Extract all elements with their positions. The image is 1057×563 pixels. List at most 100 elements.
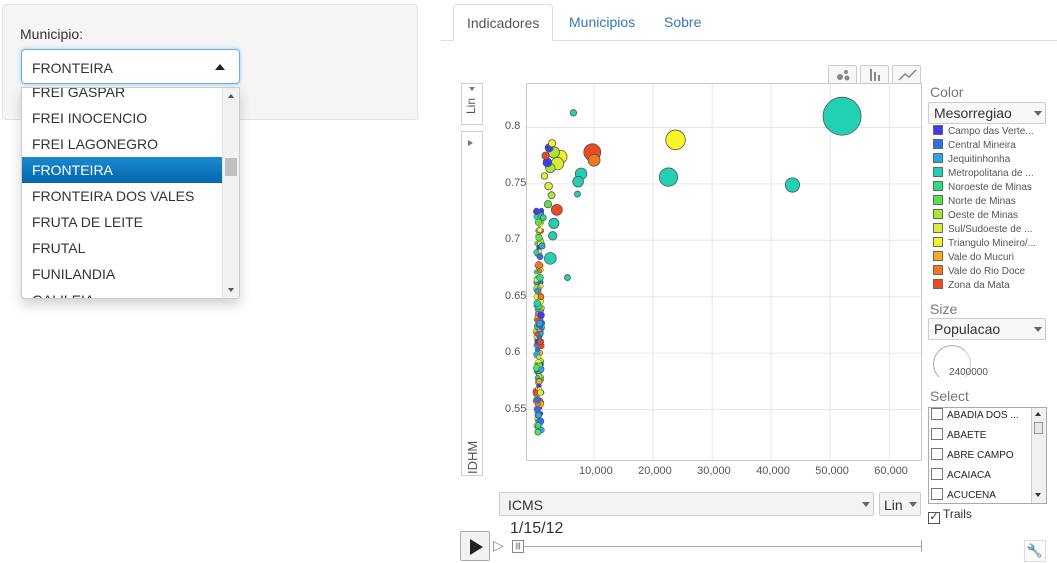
bubble-small[interactable] xyxy=(534,218,542,226)
legend-item[interactable]: Central Mineira xyxy=(933,139,1016,153)
play-button[interactable] xyxy=(460,531,490,561)
municipio-select[interactable]: FRONTEIRA xyxy=(21,49,240,84)
select-list-item[interactable]: ACAIACA xyxy=(931,466,991,486)
dropdown-option[interactable]: FREI LAGONEGRO xyxy=(32,136,159,152)
bubble-small[interactable] xyxy=(534,422,542,429)
bubble[interactable] xyxy=(548,217,560,229)
select-checkbox[interactable] xyxy=(931,468,943,480)
bubble-small[interactable] xyxy=(535,234,543,242)
select-list-scrollbar[interactable] xyxy=(1031,408,1046,503)
bubble-small[interactable] xyxy=(535,261,543,269)
bubble-small[interactable] xyxy=(536,320,543,327)
bubble[interactable] xyxy=(587,153,601,167)
dropdown-option[interactable]: FRUTAL xyxy=(32,240,86,256)
size-select[interactable]: Populacao xyxy=(928,318,1046,340)
legend-item[interactable]: Oeste de Minas xyxy=(933,209,1018,223)
dropdown-option[interactable]: FUNILANDIA xyxy=(32,266,116,282)
bubble-small[interactable] xyxy=(536,273,544,282)
bubble-view-button[interactable] xyxy=(828,65,857,84)
color-select[interactable]: Mesorregiao xyxy=(928,102,1046,124)
select-list-item[interactable]: ABRE CAMPO xyxy=(931,446,1014,466)
bar-view-button[interactable] xyxy=(860,65,889,84)
bubble[interactable] xyxy=(544,181,553,191)
municipio-dropdown[interactable]: FREI GASPAR FREI INOCENCIO FREI LAGONEGRO F… xyxy=(21,87,240,299)
select-list-item[interactable]: ABAETE xyxy=(931,426,986,446)
bubble[interactable] xyxy=(547,191,556,200)
bubble[interactable] xyxy=(822,96,862,136)
bubble[interactable] xyxy=(574,190,581,198)
select-checkbox[interactable] xyxy=(931,428,943,440)
bubble[interactable] xyxy=(536,338,544,346)
scroll-up-icon[interactable] xyxy=(1035,412,1041,416)
bubble[interactable] xyxy=(548,231,558,241)
bubble-small[interactable] xyxy=(537,389,544,396)
bubble-small[interactable] xyxy=(534,331,539,337)
time-slider-thumb[interactable]: ||| xyxy=(512,540,524,553)
tab-indicadores[interactable]: Indicadores xyxy=(453,4,554,41)
select-list[interactable]: ABADIA DOS ... ABAETE ABRE CAMPO ACAIACA ACU… xyxy=(928,407,1047,504)
bubble-small[interactable] xyxy=(533,299,541,307)
legend-item[interactable]: Sul/Sudoeste de ... xyxy=(933,223,1033,237)
bubble-small[interactable] xyxy=(534,288,540,294)
tab-municipios[interactable]: Municipios xyxy=(569,14,636,30)
dropdown-option[interactable]: FRONTEIRA xyxy=(22,157,225,183)
bubble[interactable] xyxy=(537,293,545,301)
bubble-small[interactable] xyxy=(537,268,543,273)
select-checkbox[interactable] xyxy=(931,408,943,420)
time-slider-track[interactable] xyxy=(512,546,922,547)
scroll-down-icon[interactable] xyxy=(228,288,234,292)
bubble-small[interactable] xyxy=(534,208,540,214)
bubble[interactable] xyxy=(550,203,563,216)
bubble[interactable] xyxy=(539,214,547,222)
bubble[interactable] xyxy=(572,175,584,188)
legend-item[interactable]: Triangulo Mineiro/... xyxy=(933,237,1036,251)
chart-svg[interactable] xyxy=(527,84,921,460)
select-checkbox[interactable] xyxy=(931,488,943,500)
bubble[interactable] xyxy=(535,377,543,385)
line-view-button[interactable] xyxy=(892,65,921,84)
dropdown-option[interactable]: FRONTEIRA DOS VALES xyxy=(32,188,195,204)
bubble-small[interactable] xyxy=(534,396,541,404)
dropdown-scroll-thumb[interactable] xyxy=(225,158,237,176)
select-list-scroll-thumb[interactable] xyxy=(1034,422,1043,434)
legend-item[interactable]: Norte de Minas xyxy=(933,195,1016,209)
dropdown-option[interactable]: FREI GASPAR xyxy=(32,87,126,100)
bubble-small[interactable] xyxy=(536,253,544,261)
bubble[interactable] xyxy=(784,177,800,193)
legend-item[interactable]: Vale do Rio Doce xyxy=(933,265,1025,279)
trails-checkbox[interactable]: ✓ xyxy=(928,511,940,524)
bubble-small[interactable] xyxy=(537,311,545,319)
bubble[interactable] xyxy=(535,411,542,419)
tab-sobre[interactable]: Sobre xyxy=(664,14,702,30)
x-axis-select[interactable]: ICMS xyxy=(499,492,874,516)
bubble[interactable] xyxy=(564,274,571,281)
bubble[interactable] xyxy=(541,151,550,160)
y-axis-select[interactable]: IDHM xyxy=(461,131,483,476)
wrench-icon[interactable]: 🔧 xyxy=(1024,540,1046,562)
legend-item[interactable]: Campo das Verte... xyxy=(933,125,1034,139)
scroll-up-icon[interactable] xyxy=(228,94,234,98)
dropdown-option[interactable]: GALILEIA xyxy=(22,287,225,298)
legend-item[interactable]: Vale do Mucuri xyxy=(933,251,1014,265)
bubble[interactable] xyxy=(658,167,679,187)
select-list-item[interactable]: ABADIA DOS ... xyxy=(931,408,1019,426)
bubble[interactable] xyxy=(569,109,578,117)
dropdown-option[interactable]: FREI INOCENCIO xyxy=(32,110,148,126)
x-scale-select[interactable]: Lin xyxy=(879,492,921,516)
bubble-small[interactable] xyxy=(533,249,540,256)
bubble[interactable] xyxy=(543,200,553,209)
bubble-small[interactable] xyxy=(538,283,544,289)
motion-chart-plot[interactable] xyxy=(526,83,922,461)
select-checkbox[interactable] xyxy=(931,448,943,460)
legend-item[interactable]: Jequitinhonha xyxy=(933,153,1010,167)
bubble-small[interactable] xyxy=(536,227,543,233)
legend-item[interactable]: Zona da Mata xyxy=(933,279,1010,293)
bubble-small[interactable] xyxy=(538,366,545,373)
scroll-down-icon[interactable] xyxy=(1035,493,1041,497)
bubble[interactable] xyxy=(540,172,549,180)
select-list-item[interactable]: ACUCENA xyxy=(931,486,996,503)
trails-toggle[interactable]: ✓ Trails xyxy=(928,507,972,524)
bubble[interactable] xyxy=(544,252,557,265)
speed-icon[interactable]: ▷ xyxy=(493,537,504,553)
bubble[interactable] xyxy=(534,428,542,436)
